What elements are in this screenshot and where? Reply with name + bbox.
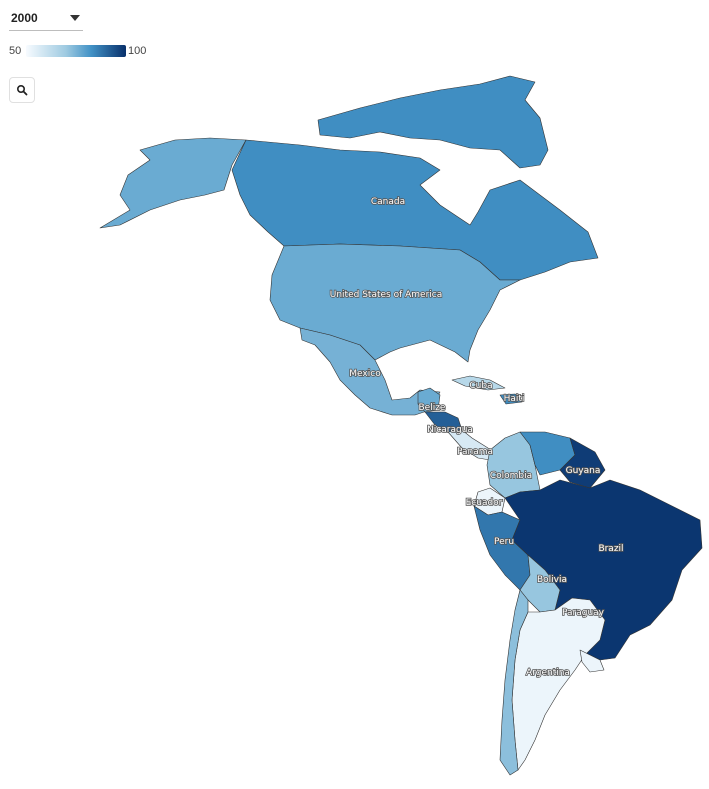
search-button[interactable] xyxy=(9,77,35,103)
country-label-united-states-of-america: United States of America xyxy=(330,290,442,300)
country-label-brazil: Brazil xyxy=(598,544,623,554)
country-belize[interactable] xyxy=(417,387,441,413)
country-uruguay[interactable] xyxy=(579,649,605,673)
country-label-canada: Canada xyxy=(371,197,405,207)
country-label-belize: Belize xyxy=(419,403,446,413)
country-chile[interactable] xyxy=(499,589,529,776)
country-guyana[interactable] xyxy=(559,437,606,489)
country-usa[interactable] xyxy=(269,243,521,363)
country-argentina[interactable] xyxy=(511,597,606,771)
country-label-bolivia: Bolivia xyxy=(537,575,567,585)
country-cuba[interactable] xyxy=(451,375,506,391)
country-label-argentina: Argentina xyxy=(526,668,570,678)
country-label-peru: Peru xyxy=(494,537,514,547)
country-label-paraguay: Paraguay xyxy=(562,608,605,618)
country-arctic-islands[interactable] xyxy=(317,75,549,169)
country-label-ecuador: Ecuador xyxy=(466,498,503,508)
legend-max-label: 100 xyxy=(128,45,147,57)
chevron-down-icon xyxy=(70,15,80,21)
legend-min-label: 50 xyxy=(9,45,22,57)
country-label-cuba: Cuba xyxy=(469,381,492,391)
year-dropdown-value: 2000 xyxy=(11,11,38,25)
country-haiti[interactable] xyxy=(499,393,523,405)
country-label-colombia: Colombia xyxy=(490,471,532,481)
country-label-haiti: Haiti xyxy=(504,394,525,404)
country-label-mexico: Mexico xyxy=(349,369,381,379)
search-icon xyxy=(16,84,28,96)
country-alaska[interactable] xyxy=(99,137,247,229)
country-label-nicaragua: Nicaragua xyxy=(427,425,473,435)
country-label-panama: Panama xyxy=(457,447,493,457)
country-label-guyana: Guyana xyxy=(566,466,601,476)
year-dropdown[interactable]: 2000 xyxy=(9,8,83,31)
country-canada[interactable] xyxy=(231,139,599,281)
legend-gradient-bar xyxy=(26,45,126,57)
